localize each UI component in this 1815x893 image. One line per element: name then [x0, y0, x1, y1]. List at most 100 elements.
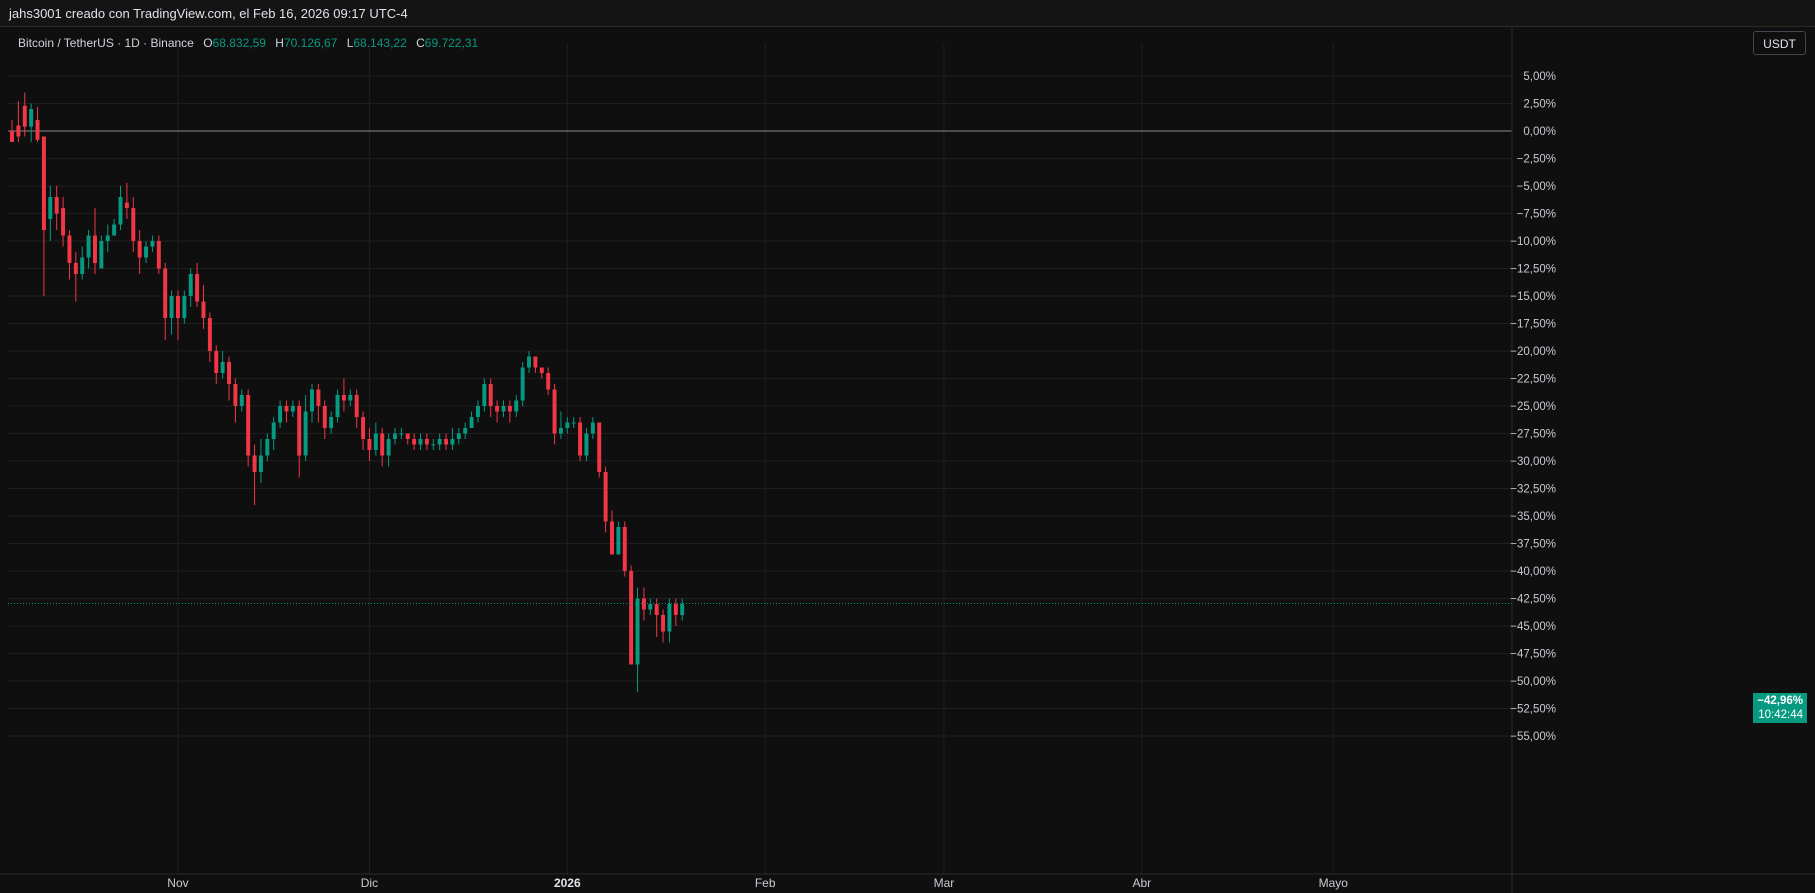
- candle: [124, 182, 129, 219]
- candle: [290, 400, 295, 417]
- candle: [437, 433, 442, 450]
- candle: [629, 565, 634, 665]
- candle: [163, 263, 168, 340]
- candle: [456, 428, 461, 445]
- candle-body: [329, 417, 334, 428]
- candle: [482, 378, 487, 412]
- candle-body: [137, 241, 142, 258]
- candle-body: [603, 472, 608, 522]
- candle: [539, 367, 544, 379]
- candle: [329, 411, 334, 434]
- candle: [469, 411, 474, 428]
- candle: [622, 521, 627, 577]
- candle-body: [233, 384, 238, 406]
- candle: [514, 395, 519, 417]
- candle-body: [571, 422, 576, 424]
- candle-body: [501, 406, 506, 412]
- candle-body: [546, 373, 551, 390]
- candle-body: [482, 384, 487, 406]
- symbol-title: Bitcoin / TetherUS · 1D · Binance: [18, 36, 194, 50]
- candle-body: [10, 131, 14, 142]
- candle: [590, 417, 595, 439]
- candle-body: [335, 395, 340, 417]
- candle: [507, 400, 512, 423]
- candle-body: [118, 197, 123, 225]
- candle-body: [558, 428, 563, 434]
- candle-body: [495, 406, 500, 412]
- high-key: H: [275, 36, 284, 50]
- candles: [10, 92, 685, 692]
- candle-body: [303, 411, 308, 456]
- y-tick-label: −52,50%: [1510, 704, 1556, 716]
- candle: [175, 290, 180, 340]
- candle-body: [661, 615, 666, 632]
- candle-body: [341, 395, 346, 401]
- candle: [137, 230, 142, 274]
- y-tick-label: −42,50%: [1510, 594, 1556, 606]
- currency-button[interactable]: USDT: [1753, 31, 1806, 55]
- candle: [495, 400, 500, 423]
- candle-body: [48, 197, 53, 219]
- candle-body: [22, 105, 27, 127]
- candle-body: [278, 406, 283, 423]
- y-tick-label: −22,50%: [1510, 374, 1556, 386]
- candle-body: [195, 274, 200, 302]
- candle: [73, 252, 78, 302]
- candle: [444, 433, 449, 450]
- candle-body: [61, 208, 66, 236]
- candle: [144, 241, 149, 263]
- y-tick-label: −32,50%: [1510, 484, 1556, 496]
- last-percent: −42,96%: [1757, 695, 1803, 707]
- candle: [527, 351, 531, 373]
- candle: [475, 400, 480, 423]
- candle-body: [105, 235, 110, 241]
- candle: [41, 136, 46, 296]
- candle-body: [354, 395, 359, 417]
- candle: [552, 384, 557, 445]
- candle-body: [201, 301, 206, 318]
- y-tick-label: 5,00%: [1523, 71, 1556, 83]
- candle: [348, 389, 353, 406]
- candle-body: [610, 521, 614, 555]
- candle-body: [424, 439, 429, 445]
- x-tick-label: 2026: [554, 876, 581, 890]
- x-tick-label: Dic: [361, 876, 378, 890]
- snapshot-watermark: jahs3001 creado con TradingView.com, el …: [9, 6, 408, 21]
- low-key: L: [346, 36, 354, 50]
- candle-body: [622, 527, 627, 571]
- candle: [361, 411, 366, 450]
- candle: [271, 417, 276, 450]
- candle-body: [297, 406, 302, 456]
- candle: [99, 235, 104, 269]
- candle-body: [469, 417, 474, 428]
- y-tick-label: −17,50%: [1510, 319, 1556, 331]
- candle-body: [418, 439, 423, 445]
- candle-body: [597, 422, 602, 472]
- candle: [310, 384, 314, 423]
- candle: [93, 208, 97, 274]
- bar-countdown: 10:42:44: [1758, 709, 1803, 721]
- candle-body: [258, 455, 263, 472]
- candle: [546, 367, 551, 395]
- candle: [616, 521, 621, 555]
- candle-body: [80, 257, 85, 274]
- candle: [80, 246, 85, 280]
- candle: [29, 103, 34, 142]
- candle-body: [475, 406, 480, 417]
- close-value: 69.722,31: [424, 36, 479, 50]
- candle-body: [290, 406, 295, 412]
- candle: [341, 378, 346, 412]
- y-tick-label: −45,00%: [1510, 621, 1556, 633]
- candle: [654, 598, 659, 637]
- candle: [278, 400, 283, 428]
- candle: [322, 400, 327, 439]
- candle-body: [520, 367, 525, 401]
- candle: [239, 389, 244, 412]
- candle-body: [539, 367, 544, 373]
- candle-body: [29, 109, 34, 127]
- candle-body: [271, 422, 276, 439]
- candle-body: [444, 439, 449, 445]
- candle: [424, 433, 429, 450]
- candle: [501, 400, 506, 417]
